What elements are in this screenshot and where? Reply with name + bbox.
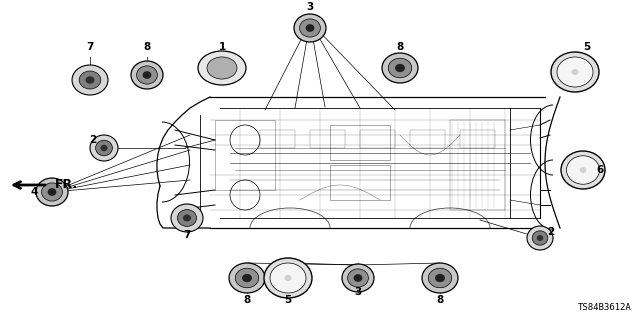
Ellipse shape (36, 178, 68, 206)
Ellipse shape (86, 76, 95, 84)
Text: 5: 5 (583, 42, 590, 52)
Ellipse shape (557, 57, 593, 87)
Ellipse shape (580, 167, 586, 173)
Ellipse shape (354, 274, 362, 282)
Ellipse shape (435, 274, 445, 282)
Ellipse shape (171, 204, 203, 232)
Ellipse shape (131, 61, 163, 89)
Ellipse shape (270, 263, 306, 293)
Ellipse shape (382, 53, 418, 83)
Ellipse shape (388, 58, 412, 78)
Text: FR.: FR. (55, 179, 78, 191)
Ellipse shape (566, 156, 600, 184)
Ellipse shape (42, 183, 63, 201)
Ellipse shape (300, 19, 321, 37)
Text: TS84B3612A: TS84B3612A (579, 303, 632, 312)
Ellipse shape (236, 268, 259, 288)
Ellipse shape (572, 69, 579, 75)
Ellipse shape (348, 269, 369, 287)
Ellipse shape (207, 57, 237, 79)
Text: 5: 5 (284, 295, 292, 305)
Ellipse shape (136, 66, 157, 84)
Text: 6: 6 (596, 165, 604, 175)
Text: 3: 3 (355, 287, 362, 297)
Text: 2: 2 (547, 227, 554, 237)
Ellipse shape (100, 145, 108, 151)
Ellipse shape (183, 214, 191, 221)
Text: 7: 7 (86, 42, 93, 52)
Ellipse shape (47, 188, 56, 196)
Ellipse shape (90, 135, 118, 161)
Text: 4: 4 (31, 187, 38, 197)
Ellipse shape (198, 51, 246, 85)
Ellipse shape (79, 71, 101, 89)
Text: 2: 2 (89, 135, 96, 145)
Ellipse shape (229, 263, 265, 293)
Ellipse shape (177, 210, 196, 227)
Ellipse shape (532, 231, 548, 245)
Ellipse shape (284, 275, 292, 281)
Text: 3: 3 (307, 2, 314, 12)
Text: 8: 8 (243, 295, 251, 305)
Ellipse shape (294, 14, 326, 42)
Ellipse shape (395, 64, 405, 72)
Text: 8: 8 (436, 295, 444, 305)
Ellipse shape (527, 226, 553, 250)
Text: 7: 7 (183, 230, 191, 240)
Ellipse shape (561, 151, 605, 189)
Ellipse shape (428, 268, 452, 288)
Text: 8: 8 (143, 42, 150, 52)
Text: 8: 8 (396, 42, 404, 52)
Ellipse shape (242, 274, 252, 282)
Ellipse shape (95, 140, 113, 156)
Text: 1: 1 (218, 42, 226, 52)
Ellipse shape (72, 65, 108, 95)
Ellipse shape (422, 263, 458, 293)
Ellipse shape (342, 264, 374, 292)
Ellipse shape (143, 71, 152, 79)
Ellipse shape (264, 258, 312, 298)
Ellipse shape (306, 24, 314, 32)
Ellipse shape (551, 52, 599, 92)
Ellipse shape (537, 235, 543, 241)
